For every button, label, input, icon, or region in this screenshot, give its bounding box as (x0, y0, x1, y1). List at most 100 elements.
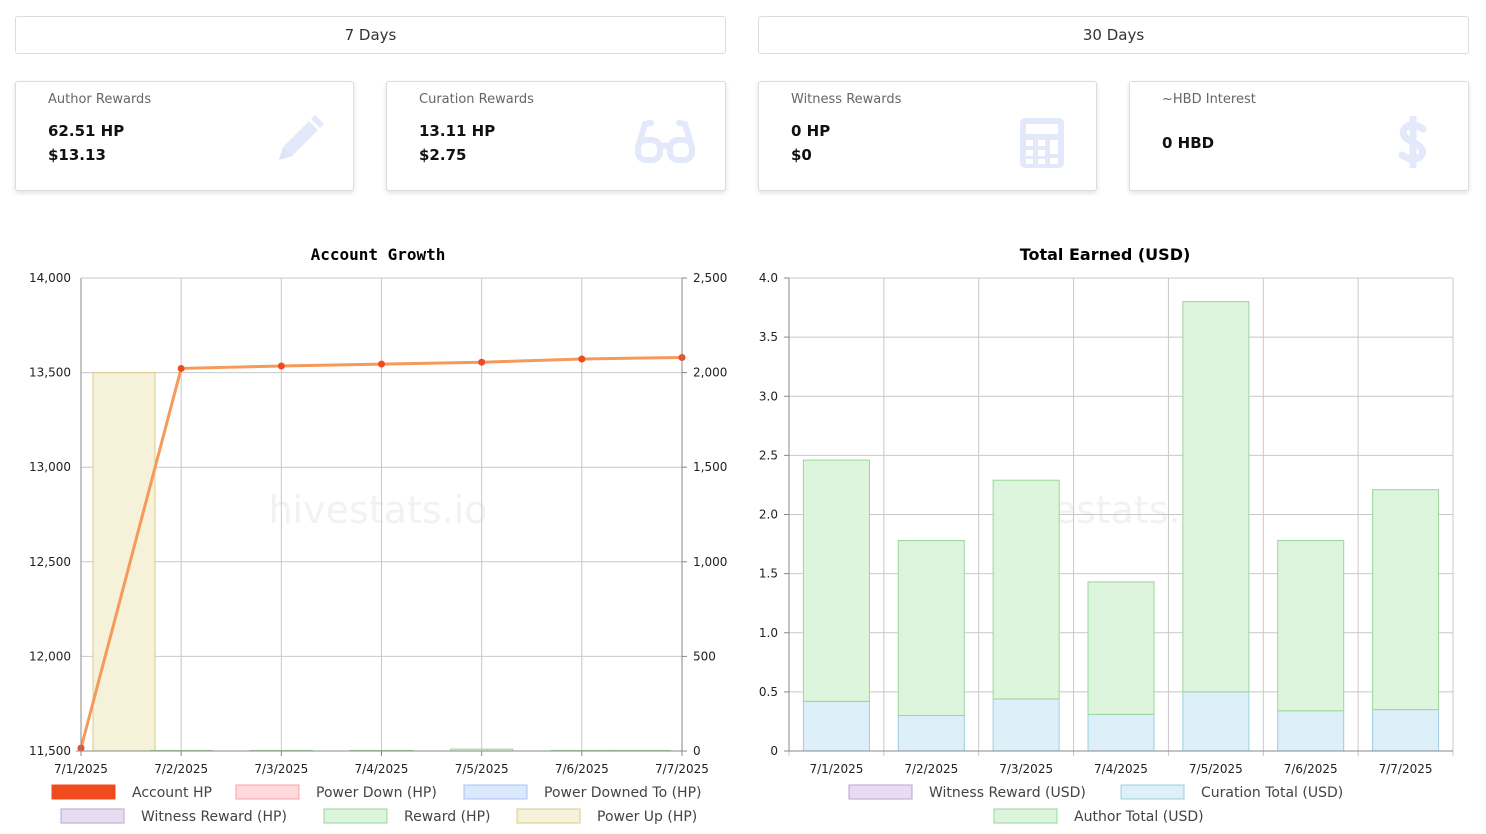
y-tick-label-left: 12,000 (29, 649, 71, 663)
legend-label: Witness Reward (HP) (141, 809, 287, 825)
author-rewards-card: Author Rewards 62.51 HP $13.13 (15, 81, 354, 191)
x-tick-label: 7/5/2025 (455, 762, 509, 776)
x-tick-label: 7/1/2025 (54, 762, 108, 776)
glasses-icon (635, 120, 695, 163)
bar-curation-total-usd- (897, 715, 965, 752)
legend-swatch (516, 808, 581, 824)
hbd-interest-value: 0 HBD (1162, 134, 1215, 152)
x-tick-label: 7/3/2025 (999, 762, 1053, 776)
tab-7-days[interactable]: 7 Days (15, 16, 726, 54)
curation-rewards-card: Curation Rewards 13.11 HP $2.75 (386, 81, 726, 191)
x-tick-label: 7/2/2025 (154, 762, 208, 776)
calculator-icon (1020, 118, 1064, 168)
y-tick-label-right: 2,000 (693, 366, 727, 380)
chart-title: Total Earned (USD) (1020, 245, 1191, 264)
legend-label: Curation Total (USD) (1201, 785, 1343, 801)
y-tick-label: 1.5 (759, 567, 778, 581)
data-point (378, 360, 385, 368)
bar-author-total-usd- (802, 459, 870, 702)
card-title: Witness Rewards (791, 92, 902, 107)
legend-swatch (235, 784, 300, 800)
hbd-interest-card: ~HBD Interest 0 HBD (1129, 81, 1469, 191)
y-tick-label-left: 11,500 (29, 744, 71, 758)
witness-usd-value: $0 (791, 146, 812, 164)
legend-label: Witness Reward (USD) (929, 785, 1086, 801)
legend-label: Reward (HP) (404, 809, 490, 825)
x-tick-label: 7/6/2025 (1284, 762, 1338, 776)
bar-author-total-usd- (897, 540, 965, 717)
dollar-icon (1398, 116, 1427, 168)
x-tick-label: 7/3/2025 (254, 762, 308, 776)
bar-curation-total-usd- (992, 698, 1060, 752)
legend-swatch (463, 784, 528, 800)
bar-author-total-usd- (992, 479, 1060, 700)
y-tick-label-right: 500 (693, 649, 716, 663)
legend-swatch (1120, 784, 1185, 800)
y-tick-label-right: 1,000 (693, 555, 727, 569)
y-tick-label-left: 13,000 (29, 460, 71, 474)
data-point (277, 362, 285, 370)
bar-author-total-usd- (1182, 301, 1250, 693)
x-tick-label: 7/7/2025 (655, 762, 709, 776)
y-tick-label-right: 1,500 (693, 460, 727, 474)
y-tick-label: 2.0 (759, 508, 778, 522)
legend-swatch (848, 784, 913, 800)
legend-label: Power Downed To (HP) (544, 785, 701, 801)
y-tick-label: 4.0 (759, 271, 778, 285)
x-tick-label: 7/6/2025 (555, 762, 609, 776)
bar-curation-total-usd- (802, 700, 870, 752)
pencil-icon (279, 115, 324, 160)
curation-hp-value: 13.11 HP (419, 122, 496, 140)
bar-power-up-hp- (92, 372, 156, 752)
data-point (578, 355, 586, 363)
x-tick-label: 7/5/2025 (1189, 762, 1243, 776)
chart-title: Account Growth (311, 245, 446, 264)
tab-30-days-label: 30 Days (1082, 26, 1145, 44)
card-title: ~HBD Interest (1162, 92, 1256, 107)
legend-label: Author Total (USD) (1074, 809, 1204, 825)
data-point (478, 358, 486, 366)
account-growth-chart: Account Growth hivestats.io 11,500 12,000… (29, 245, 727, 825)
legend-swatch (993, 808, 1058, 824)
data-point (177, 364, 185, 372)
tab-30-days[interactable]: 30 Days (758, 16, 1469, 54)
x-tick-label: 7/4/2025 (1094, 762, 1148, 776)
curation-usd-value: $2.75 (419, 146, 467, 164)
bar-author-total-usd- (1372, 489, 1440, 711)
bar-curation-total-usd- (1277, 710, 1345, 752)
bar-author-total-usd- (1087, 581, 1155, 715)
total-earned-chart: Total Earned (USD) hivestats.io 00.51.01… (759, 245, 1454, 825)
bar-curation-total-usd- (1372, 709, 1440, 752)
y-tick-label-left: 14,000 (29, 271, 71, 285)
x-tick-label: 7/1/2025 (809, 762, 863, 776)
y-tick-label: 1.0 (759, 626, 778, 640)
author-usd-value: $13.13 (48, 146, 106, 164)
legend-label: Power Up (HP) (597, 809, 697, 825)
legend-swatch (60, 808, 125, 824)
card-title: Author Rewards (48, 92, 152, 107)
bar-author-total-usd- (1277, 540, 1345, 712)
legend-label: Account HP (132, 785, 212, 801)
y-tick-label-left: 13,500 (29, 366, 71, 380)
y-tick-label-right: 0 (693, 744, 701, 758)
witness-rewards-card: Witness Rewards 0 HP $0 (758, 81, 1097, 191)
y-tick-label: 3.0 (759, 389, 778, 403)
watermark: hivestats.io (268, 488, 487, 532)
y-tick-label: 2.5 (759, 448, 778, 462)
legend-swatch (51, 784, 116, 800)
author-hp-value: 62.51 HP (48, 122, 125, 140)
y-tick-label: 0 (770, 744, 778, 758)
bar-curation-total-usd- (1087, 713, 1155, 752)
y-tick-label-left: 12,500 (29, 555, 71, 569)
tab-7-days-label: 7 Days (344, 26, 397, 44)
x-tick-label: 7/4/2025 (355, 762, 409, 776)
y-tick-label: 0.5 (759, 685, 778, 699)
legend-swatch (323, 808, 388, 824)
bar-curation-total-usd- (1182, 691, 1250, 752)
y-tick-label: 3.5 (759, 330, 778, 344)
x-tick-label: 7/2/2025 (904, 762, 958, 776)
x-tick-label: 7/7/2025 (1379, 762, 1433, 776)
y-tick-label-right: 2,500 (693, 271, 727, 285)
card-title: Curation Rewards (419, 92, 534, 107)
witness-hp-value: 0 HP (791, 122, 831, 140)
